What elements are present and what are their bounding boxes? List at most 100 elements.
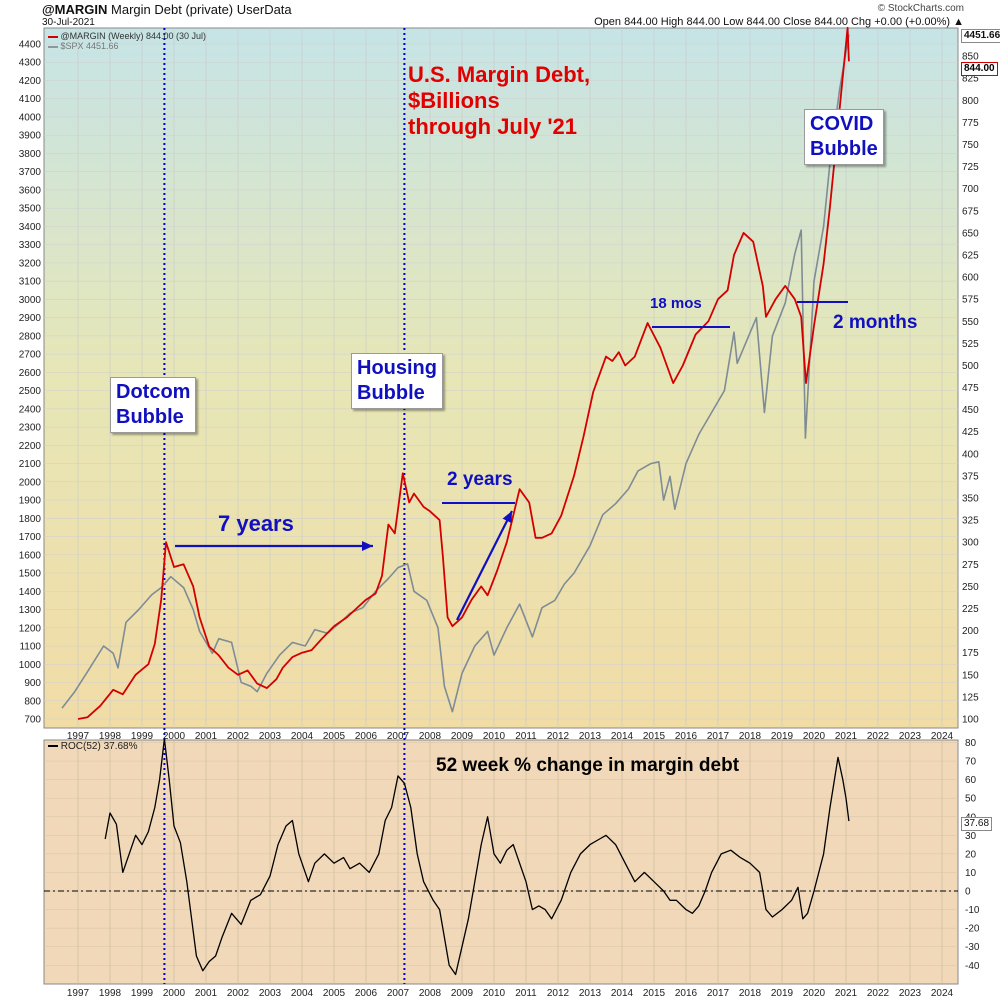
y-left-tick-label: 1300 xyxy=(19,605,42,616)
two-years-arrow-head xyxy=(502,511,512,524)
x-tick-label: 2011 xyxy=(515,988,537,999)
y-left-tick-label: 1700 xyxy=(19,532,42,543)
x-tick-label: 2020 xyxy=(803,988,826,999)
y-right-tick-label: 650 xyxy=(962,228,979,239)
spx-last-value-badge: 4451.66 xyxy=(961,29,1000,43)
y-right-tick-label: 775 xyxy=(962,118,979,129)
x-tick-label: 2002 xyxy=(227,731,250,742)
y-right-tick-label: 525 xyxy=(962,339,979,350)
legend-margin: @MARGIN (Weekly) 844.00 (30 Jul) xyxy=(48,31,206,41)
two-years-label: 2 years xyxy=(447,469,513,490)
y-left-tick-label: 3500 xyxy=(19,204,42,215)
y-right-tick-label: 575 xyxy=(962,295,979,306)
roc-tick-label: 0 xyxy=(965,887,971,898)
roc-panel-title: 52 week % change in margin debt xyxy=(436,755,740,776)
y-left-tick-label: 1000 xyxy=(19,660,42,671)
y-left-tick-label: 2400 xyxy=(19,404,42,415)
x-tick-label: 2011 xyxy=(515,731,537,742)
y-right-tick-label: 750 xyxy=(962,140,979,151)
roc-tick-label: 50 xyxy=(965,794,977,805)
x-tick-label: 2017 xyxy=(707,988,730,999)
x-tick-label: 1999 xyxy=(131,988,154,999)
roc-tick-label: -20 xyxy=(965,924,980,935)
x-tick-label: 2022 xyxy=(867,731,890,742)
x-tick-label: 1997 xyxy=(67,731,90,742)
y-left-tick-label: 2800 xyxy=(19,331,42,342)
y-left-tick-label: 1500 xyxy=(19,569,42,580)
x-tick-label: 2017 xyxy=(707,731,730,742)
y-right-tick-label: 425 xyxy=(962,427,979,438)
title-line-1: U.S. Margin Debt, xyxy=(408,62,591,87)
y-left-tick-label: 700 xyxy=(24,715,41,726)
margin-last-value-badge: 844.00 xyxy=(961,62,998,76)
x-tick-label: 2007 xyxy=(387,988,410,999)
title-line-3: through July '21 xyxy=(408,114,578,139)
y-right-tick-label: 450 xyxy=(962,405,979,416)
two-months-label: 2 months xyxy=(833,312,918,333)
dotcom-bubble-label: Dotcom Bubble xyxy=(110,377,197,433)
title-line-2: $Billions xyxy=(408,88,500,113)
x-tick-label: 2015 xyxy=(643,988,666,999)
event-lines xyxy=(163,28,406,984)
x-tick-label: 2009 xyxy=(451,988,474,999)
x-tick-label: 2005 xyxy=(323,731,346,742)
y-left-tick-label: 4300 xyxy=(19,58,42,69)
seven-years-label: 7 years xyxy=(218,511,294,536)
annotation-arrows xyxy=(175,301,848,621)
covid-bubble-label: COVID Bubble xyxy=(804,109,884,165)
roc-tick-label: -10 xyxy=(965,905,980,916)
y-left-tick-label: 3200 xyxy=(19,258,42,269)
y-left-tick-label: 1200 xyxy=(19,623,42,634)
y-right-tick-label: 375 xyxy=(962,471,979,482)
y-right-tick-label: 400 xyxy=(962,449,979,460)
dotcom-line-2: Bubble xyxy=(116,406,184,428)
legend-spx: $SPX 4451.66 xyxy=(48,41,119,51)
y-left-tick-label: 1400 xyxy=(19,587,42,598)
x-tick-label: 1999 xyxy=(131,731,154,742)
x-tick-label: 2010 xyxy=(483,731,506,742)
y-left-tick-label: 800 xyxy=(24,696,41,707)
x-tick-label: 2019 xyxy=(771,988,794,999)
chart-header: @MARGIN Margin Debt (private) UserData xyxy=(42,2,292,17)
y-left-tick-label: 3900 xyxy=(19,131,42,142)
x-tick-label: 2002 xyxy=(227,988,250,999)
dotcom-line-1: Dotcom xyxy=(116,381,191,403)
x-tick-label: 2004 xyxy=(291,988,314,999)
x-tick-label: 2012 xyxy=(547,988,570,999)
y-left-tick-label: 2500 xyxy=(19,386,42,397)
y-left-tick-label: 3100 xyxy=(19,277,42,288)
legend-margin-label: @MARGIN (Weekly) 844.00 (30 Jul) xyxy=(60,31,207,41)
legend-margin-swatch xyxy=(48,35,58,38)
x-tick-label: 2018 xyxy=(739,731,762,742)
y-left-tick-label: 4000 xyxy=(19,112,42,123)
x-tick-label: 2019 xyxy=(771,731,794,742)
x-tick-label: 2003 xyxy=(259,731,282,742)
y-right-tick-label: 600 xyxy=(962,273,979,284)
x-tick-label: 2023 xyxy=(899,731,922,742)
y-left-tick-label: 4400 xyxy=(19,40,42,51)
series-layer xyxy=(61,26,850,976)
x-tick-label: 2022 xyxy=(867,988,890,999)
y-right-tick-label: 100 xyxy=(962,715,979,726)
housing-bubble-label: Housing Bubble xyxy=(351,353,443,409)
x-tick-label: 2024 xyxy=(931,988,954,999)
y-right-tick-label: 725 xyxy=(962,162,979,173)
y-right-tick-label: 225 xyxy=(962,604,979,615)
y-right-tick-label: 125 xyxy=(962,692,979,703)
x-tick-label: 2003 xyxy=(259,988,282,999)
margin-series-line xyxy=(77,26,850,720)
y-right-tick-label: 275 xyxy=(962,560,979,571)
x-tick-label: 2000 xyxy=(163,731,186,742)
x-tick-label: 2012 xyxy=(547,731,570,742)
x-tick-label: 2024 xyxy=(931,731,954,742)
roc-tick-label: 70 xyxy=(965,757,977,768)
symbol-description: Margin Debt (private) UserData xyxy=(111,2,292,17)
roc-tick-label: 20 xyxy=(965,849,977,860)
copyright-label: © StockCharts.com xyxy=(877,3,964,14)
y-right-tick-label: 200 xyxy=(962,626,979,637)
y-left-tick-label: 3300 xyxy=(19,240,42,251)
legend-spx-label: $SPX 4451.66 xyxy=(60,41,119,51)
y-left-tick-label: 900 xyxy=(24,678,41,689)
y-left-tick-label: 3600 xyxy=(19,185,42,196)
x-tick-label: 2010 xyxy=(483,988,506,999)
